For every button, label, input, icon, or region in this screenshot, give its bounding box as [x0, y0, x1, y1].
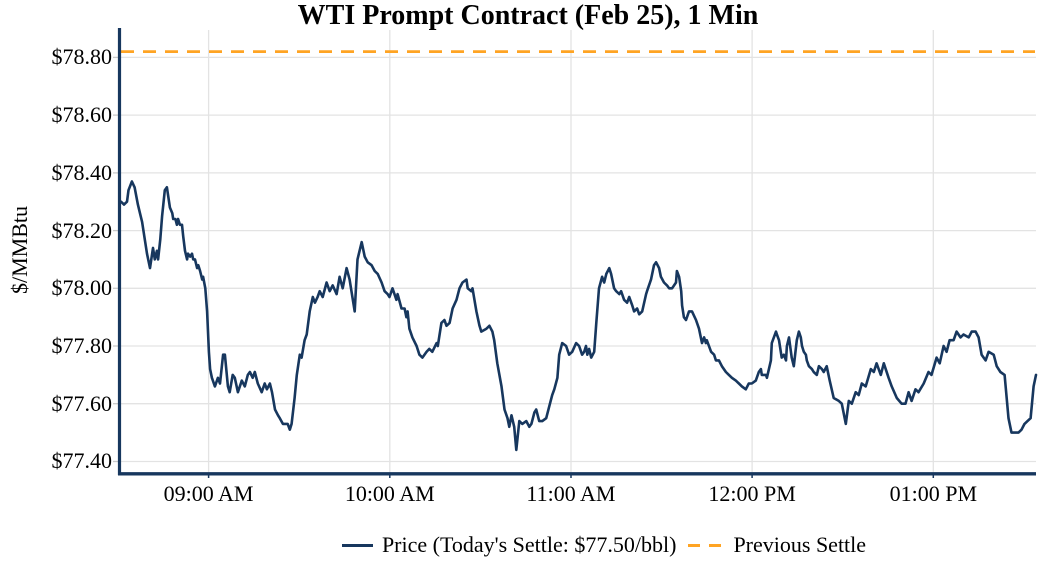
y-tick-label: $77.40: [51, 448, 113, 474]
x-tick-label: 09:00 AM: [163, 481, 254, 506]
price-line: [119, 180, 1038, 452]
y-tick-label: $78.40: [51, 159, 113, 185]
legend: Price (Today's Settle: $77.50/bbl) Previ…: [152, 530, 1056, 560]
y-tick-label: $77.80: [51, 333, 113, 359]
y-tick-label: $78.20: [51, 217, 113, 243]
x-tick-label: 10:00 AM: [344, 481, 435, 506]
legend-item-price: Price (Today's Settle: $77.50/bbl): [341, 532, 677, 558]
legend-price-label: Price (Today's Settle: $77.50/bbl): [381, 532, 677, 557]
x-tick-label: 11:00 AM: [526, 481, 616, 506]
y-tick-label: $78.00: [51, 275, 113, 301]
legend-previous-settle-label: Previous Settle: [733, 532, 867, 557]
x-tick-label: 12:00 PM: [708, 481, 796, 506]
price-line-swatch-icon: [341, 543, 373, 547]
chart-title: WTI Prompt Contract (Feb 25), 1 Min: [297, 0, 759, 31]
legend-item-previous-settle: Previous Settle: [688, 532, 866, 558]
y-tick-label: $78.80: [51, 44, 113, 70]
y-tick-label: $77.60: [51, 390, 113, 416]
previous-settle-dashed-swatch-icon: [688, 543, 725, 547]
y-tick-label: $78.60: [51, 102, 113, 128]
x-tick-label: 01:00 PM: [889, 481, 978, 506]
